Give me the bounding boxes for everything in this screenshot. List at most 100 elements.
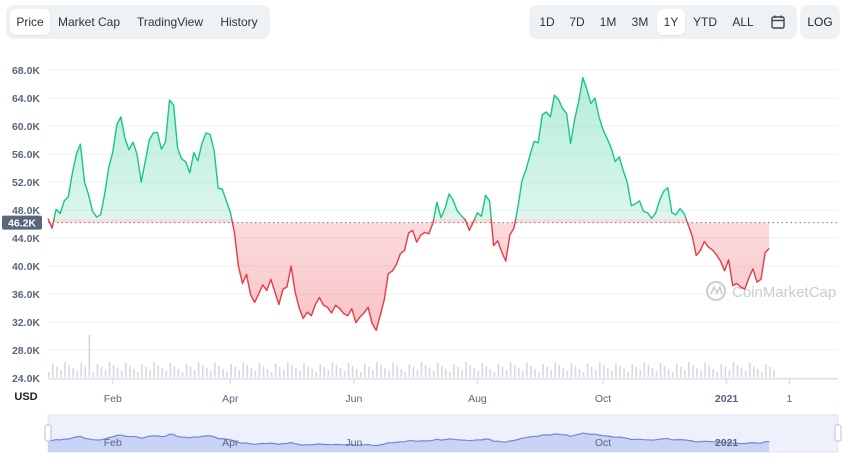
volume-bar [72, 368, 74, 377]
volume-bar [124, 363, 127, 377]
volume-bar [534, 369, 536, 377]
volume-bar [761, 372, 763, 377]
range-7d-button[interactable]: 7D [569, 15, 585, 29]
volume-bar [327, 370, 330, 377]
navigator-tick-label: Feb [104, 437, 122, 449]
navigator-tick-label: 2021 [715, 437, 739, 449]
volume-bar [76, 371, 78, 377]
volume-bar [578, 369, 581, 377]
volume-bar [112, 365, 115, 377]
tab-tradingview[interactable]: TradingView [136, 15, 204, 29]
volume-bar [574, 366, 577, 377]
volume-bar [331, 362, 334, 377]
volume-bar [165, 371, 168, 377]
volume-bar [607, 368, 609, 377]
volume-bar [282, 370, 285, 377]
volume-bar [173, 366, 176, 377]
volume-bar [48, 372, 50, 377]
volume-bar [214, 363, 216, 377]
volume-bar [392, 363, 394, 377]
volume-bar [92, 372, 95, 377]
range-1y-button[interactable]: 1Y [657, 9, 685, 35]
range-all-button[interactable]: ALL [732, 15, 754, 29]
volume-bar [185, 364, 188, 377]
x-tick-label: 1 [786, 393, 792, 405]
volume-bar [501, 367, 504, 377]
volume-bar [100, 367, 103, 377]
volume-bar [181, 372, 184, 377]
volume-bar [594, 370, 597, 377]
watermark: CoinMarketCap [706, 281, 836, 301]
volume-bar [428, 368, 431, 377]
volume-bar [145, 367, 147, 377]
tab-price[interactable]: Price [10, 9, 50, 35]
volume-bar [201, 365, 204, 377]
navigator-handle[interactable] [44, 424, 52, 442]
currency-label: USD [14, 391, 37, 403]
tab-history[interactable]: History [220, 15, 258, 29]
volume-bar [736, 365, 739, 377]
volume-bar [420, 362, 423, 377]
navigator-tick-label: Jun [345, 437, 362, 449]
volume-bar [627, 372, 629, 377]
volume-bar [388, 371, 390, 377]
y-tick-label: 28.0K [12, 345, 40, 357]
volume-bar [631, 364, 633, 377]
time-range-selector: 1D 7D 1M 3M 1Y YTD ALL [529, 5, 797, 39]
x-tick-label: Jun [345, 393, 362, 405]
range-1d-button[interactable]: 1D [539, 15, 555, 29]
volume-bar [724, 367, 727, 377]
volume-bar [287, 362, 289, 377]
volume-bar [453, 364, 455, 377]
volume-bar [728, 370, 731, 377]
volume-bar [465, 362, 467, 377]
volume-bar [400, 369, 403, 377]
volume-bar [169, 363, 172, 377]
volume-bar [104, 370, 107, 377]
volume-bar [351, 366, 354, 377]
volume-bar [368, 367, 370, 377]
volume-bar [635, 367, 638, 377]
price-line-above [47, 76, 687, 219]
volume-bar [404, 372, 407, 377]
volume-bar [278, 367, 281, 377]
reference-line: 46.2K [2, 215, 838, 230]
volume-bar [566, 371, 569, 377]
volume-bar [489, 369, 492, 377]
volume-bar [765, 364, 767, 377]
volume-bar [258, 363, 261, 377]
volume-bar [582, 372, 585, 377]
y-tick-label: 24.0K [12, 373, 40, 385]
range-3m-button[interactable]: 3M [631, 15, 649, 29]
volume-bar [177, 369, 180, 377]
volume-bar [416, 370, 419, 377]
price-line-below [47, 219, 770, 332]
calendar-icon[interactable] [765, 9, 791, 35]
range-ytd-button[interactable]: YTD [693, 15, 717, 29]
coinmarketcap-logo-icon [706, 281, 726, 301]
range-1m-button[interactable]: 1M [599, 15, 617, 29]
volume-bar [639, 370, 642, 377]
volume-bar [440, 366, 443, 377]
volume-bar [469, 365, 471, 377]
volume-bar [222, 369, 224, 377]
volume-bar [157, 365, 159, 377]
navigator[interactable]: Feb Apr Jun Oct 2021 [44, 414, 842, 453]
volume-bar [530, 366, 532, 377]
volume-bar [408, 364, 411, 377]
volume-bar [432, 371, 435, 377]
volume-bar [692, 365, 694, 377]
volume-bar [238, 370, 241, 377]
volume-bar [655, 371, 658, 377]
volume-bar [493, 372, 496, 377]
navigator-handle[interactable] [834, 424, 842, 442]
navigator-area [48, 433, 770, 452]
volume-bar [667, 369, 670, 377]
tab-market-cap[interactable]: Market Cap [57, 15, 121, 29]
x-tick-label: Feb [104, 393, 122, 405]
volume-bar [299, 371, 301, 377]
volume-bar [522, 371, 524, 377]
volume-bar [716, 372, 719, 377]
volume-bar [133, 369, 135, 377]
log-scale-toggle[interactable]: LOG [800, 5, 840, 39]
